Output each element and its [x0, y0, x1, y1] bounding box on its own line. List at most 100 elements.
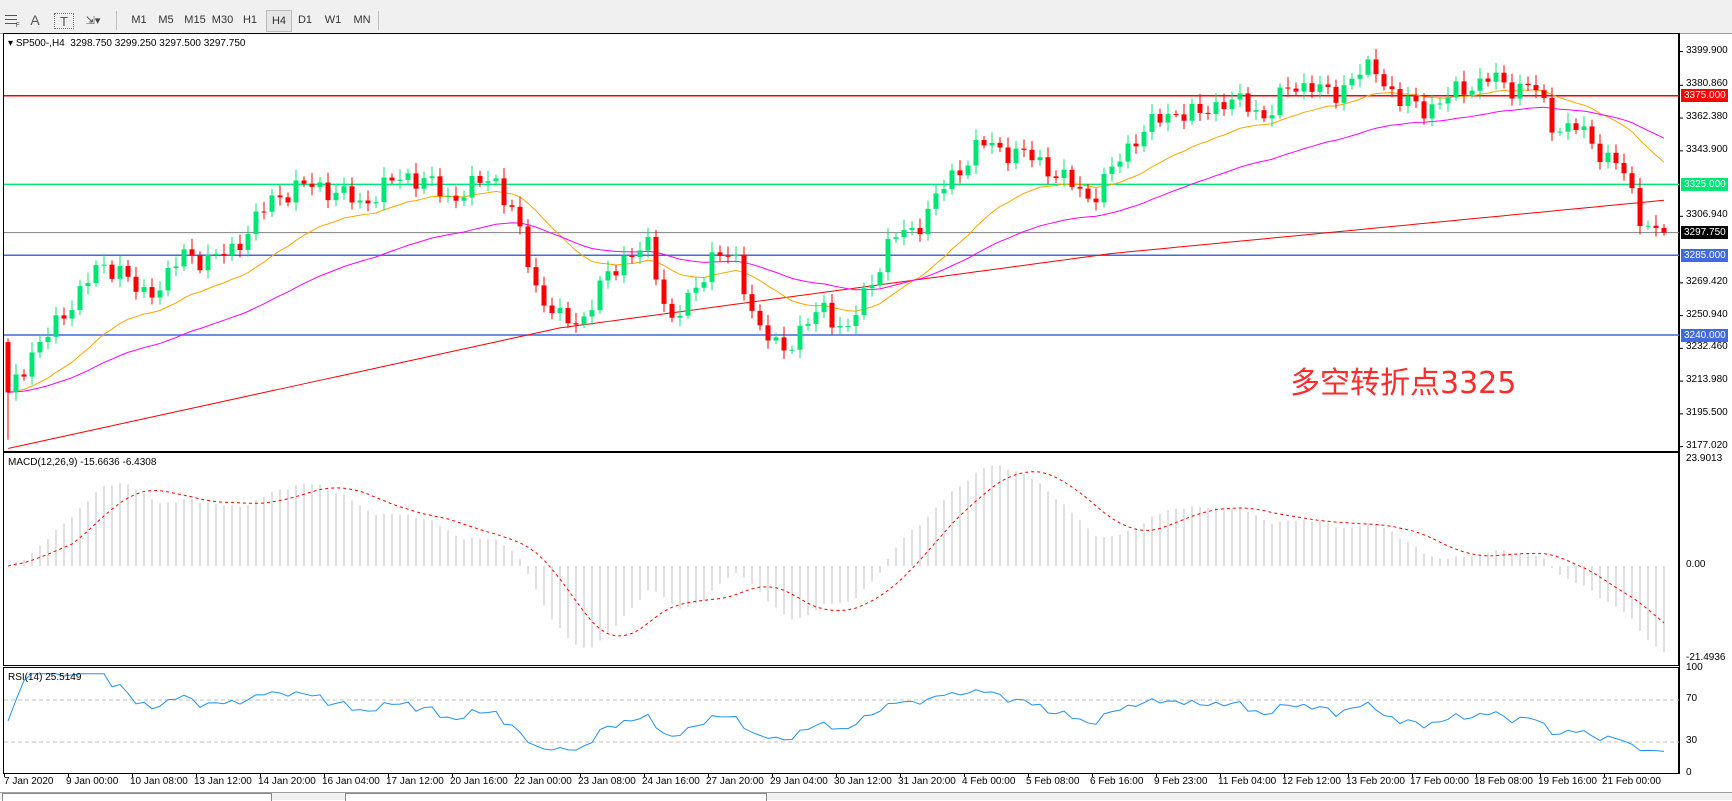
time-axis-tick [452, 773, 453, 777]
candle-body [1629, 173, 1635, 189]
candle-body [509, 205, 515, 207]
candle-body [1525, 83, 1531, 86]
time-axis-label: 9 Feb 23:00 [1154, 776, 1208, 787]
rsi-pane[interactable] [3, 667, 1679, 774]
macd-axis-label: 0.00 [1686, 559, 1706, 570]
macd-label: MACD(12,26,9) -15.6636 -6.4308 [8, 457, 157, 468]
candle-body [813, 312, 819, 324]
candle-body [1181, 114, 1187, 121]
candle-body [1477, 78, 1483, 91]
candle-body [349, 186, 355, 203]
annotation-text[interactable]: 多空转折点3325 [1290, 366, 1517, 401]
candle-body [597, 280, 603, 311]
candle-body [1229, 99, 1235, 110]
candle-body [1581, 126, 1587, 131]
candle-body [549, 305, 555, 314]
chart-tab[interactable] [345, 793, 767, 801]
candle-body [605, 271, 611, 281]
candle-body [1221, 102, 1227, 110]
candle-body [1309, 83, 1315, 92]
candle-body [877, 272, 883, 286]
candle-body [1485, 78, 1491, 82]
timeframe-m5[interactable]: M5 [158, 14, 174, 26]
candle-body [261, 211, 267, 213]
candle-body [1077, 186, 1083, 189]
candle-body [381, 177, 387, 203]
candle-body [301, 180, 307, 184]
candle-body [45, 336, 51, 342]
candle-body [245, 234, 251, 251]
ma-slow-line [7, 199, 1665, 449]
candle-body [293, 180, 299, 203]
candle-body [957, 170, 963, 176]
candle-body [581, 316, 587, 325]
time-axis-tick [388, 773, 389, 777]
macd-pane[interactable] [3, 452, 1679, 666]
timeframe-d1[interactable]: D1 [297, 14, 313, 26]
candle-body [677, 315, 683, 318]
candle-body [1101, 173, 1107, 203]
candle-body [1325, 84, 1331, 87]
candle-body [1013, 148, 1019, 164]
candle-body [517, 206, 523, 227]
price-axis-label: 3232.460 [1686, 341, 1728, 353]
candle-body [1093, 198, 1099, 203]
time-axis-tick [1220, 773, 1221, 777]
candle-body [181, 249, 187, 267]
time-axis-tick [1092, 773, 1093, 777]
candle-body [133, 276, 139, 292]
time-axis-tick [580, 773, 581, 777]
candle-body [1141, 131, 1147, 147]
period-separator-icon[interactable]: F [2, 10, 24, 30]
candle-body [373, 202, 379, 204]
time-axis-tick [1412, 773, 1413, 777]
text-icon[interactable]: A [30, 12, 40, 28]
timeframe-m30[interactable]: M30 [211, 14, 234, 26]
arrows-dropdown-icon[interactable]: ⇲▾ [85, 14, 101, 27]
text-label-icon[interactable]: T [54, 13, 74, 29]
candle-body [1029, 149, 1035, 161]
candle-body [853, 315, 859, 327]
candle-body [141, 287, 147, 292]
candle-body [197, 255, 203, 271]
timeframe-mn[interactable]: MN [353, 14, 371, 26]
candle-body [869, 285, 875, 289]
candle-body [1517, 83, 1523, 99]
candle-body [669, 303, 675, 318]
candle-body [837, 326, 843, 328]
candle-body [533, 267, 539, 286]
candle-body [613, 271, 619, 276]
time-axis-tick [1284, 773, 1285, 777]
time-axis-tick [964, 773, 965, 777]
candle-body [1261, 110, 1267, 119]
time-axis-tick [772, 773, 773, 777]
price-chart-pane[interactable] [3, 33, 1679, 452]
candle-body [1061, 169, 1067, 179]
candle-body [1133, 143, 1139, 147]
timeframe-h1[interactable]: H1 [242, 14, 258, 26]
time-axis-label: 21 Feb 00:00 [1602, 776, 1661, 787]
candle-body [469, 175, 475, 198]
candle-body [997, 142, 1003, 148]
candle-body [341, 186, 347, 193]
candle-body [1253, 110, 1259, 112]
candle-body [29, 352, 35, 377]
timeframe-w1[interactable]: W1 [324, 14, 342, 26]
timeframe-m15[interactable]: M15 [184, 14, 206, 26]
candle-body [1317, 84, 1323, 92]
price-axis-label: 3195.500 [1686, 406, 1728, 418]
candle-body [773, 337, 779, 341]
candle-body [661, 279, 667, 304]
candle-body [1213, 102, 1219, 115]
time-axis-tick [132, 773, 133, 777]
candle-body [1157, 114, 1163, 123]
candle-body [1453, 81, 1459, 98]
timeframe-h4[interactable]: H4 [266, 10, 292, 32]
candle-body [741, 254, 747, 295]
timeframe-m1[interactable]: M1 [131, 14, 147, 26]
candle-body [845, 326, 851, 328]
candle-body [733, 254, 739, 257]
chart-tab[interactable] [2, 793, 272, 801]
candle-body [933, 193, 939, 209]
candle-body [213, 253, 219, 255]
